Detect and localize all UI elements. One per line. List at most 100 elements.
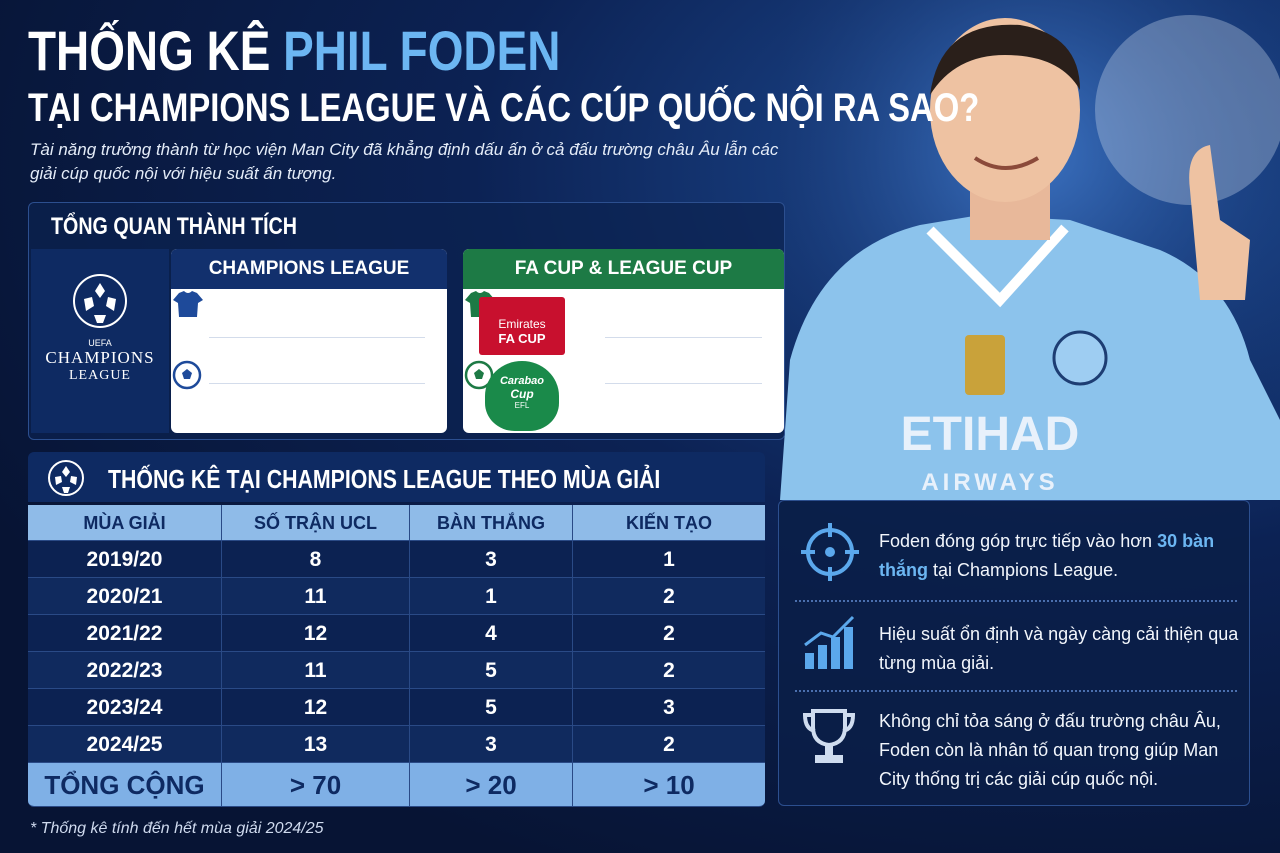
stat-label: TRẬN bbox=[171, 342, 215, 359]
insight-panel: Foden đóng góp trực tiếp vào hơn 30 bàn … bbox=[778, 500, 1250, 806]
table-row: 2022/23 11 5 2 bbox=[28, 652, 765, 689]
table-cell: 3 bbox=[663, 696, 675, 719]
insight: Hiệu suất ổn định và ngày càng cải thiện… bbox=[879, 624, 1239, 673]
table-cell: 8 bbox=[222, 541, 410, 577]
stat-label: BÀN THẮNG bbox=[171, 413, 265, 430]
table-cell: 2024/25 bbox=[28, 726, 222, 762]
table-cell: 2020/21 bbox=[28, 578, 222, 614]
stat-value: > 20 bbox=[171, 395, 203, 412]
table-cell: 4 bbox=[410, 615, 573, 651]
table-cell: TỔNG CỘNG bbox=[28, 763, 222, 806]
insight-text: tại Champions League. bbox=[933, 560, 1119, 580]
table-row: 2023/24 12 5 3 bbox=[28, 689, 765, 726]
ball-icon bbox=[172, 360, 202, 390]
player-photo: ETIHAD AIRWAYS bbox=[780, 0, 1280, 500]
table-cell: 3 bbox=[410, 726, 573, 762]
table-total: TỔNG CỘNG > 70 > 20 > 10 bbox=[28, 763, 765, 807]
table-cell: > 10 bbox=[643, 770, 695, 800]
table-cell: BÀN THẮNG bbox=[410, 505, 573, 540]
stat-icon bbox=[171, 289, 231, 324]
overview-panel: TỔNG QUAN THÀNH TÍCH UEFA CHAMPIONS LEAG… bbox=[28, 202, 785, 440]
table-cell: 13 bbox=[222, 726, 410, 762]
trophy-icon bbox=[802, 709, 856, 763]
stat: > 70 TRẬN bbox=[171, 289, 447, 360]
ucl-icon bbox=[48, 460, 84, 496]
fa-logo-line: FA CUP bbox=[498, 331, 546, 346]
insight: Không chỉ tỏa sáng ở đấu trường châu Âu,… bbox=[879, 711, 1221, 789]
stat: > 20 BÀN THẮNG bbox=[171, 360, 447, 431]
table-title-bar: THỐNG KÊ TẠI CHAMPIONS LEAGUE THEO MÙA G… bbox=[28, 452, 765, 502]
fa-logo-line: Emirates bbox=[498, 317, 546, 331]
table-cell: 1 bbox=[663, 548, 675, 571]
table-cell: 2021/22 bbox=[28, 615, 222, 651]
table-cell: > 70 bbox=[222, 763, 410, 806]
stat-icon bbox=[463, 431, 523, 433]
table-cell: 11 bbox=[222, 578, 410, 614]
stat: ~ 15KIẾN TẠO bbox=[463, 431, 784, 433]
table-cell: 2022/23 bbox=[28, 652, 222, 688]
shirt-icon bbox=[173, 291, 203, 317]
stat-icon bbox=[463, 360, 523, 395]
stat-icon bbox=[171, 360, 231, 395]
carabao-logo-line: Cup bbox=[510, 387, 534, 401]
table-title: THỐNG KÊ TẠI CHAMPIONS LEAGUE THEO MÙA G… bbox=[108, 464, 661, 494]
table-row: 2024/25 13 3 2 bbox=[28, 726, 765, 763]
separator bbox=[605, 383, 762, 384]
separator bbox=[209, 383, 425, 384]
footnote: * Thống kê tính đến hết mùa giải 2024/25 bbox=[30, 820, 324, 837]
stat-icon bbox=[171, 431, 231, 433]
table-cell: 12 bbox=[222, 689, 410, 725]
boot-icon bbox=[463, 431, 497, 433]
table-cell: 5 bbox=[410, 689, 573, 725]
subtitle: TẠI CHAMPIONS LEAGUE VÀ CÁC CÚP QUỐC NỘI… bbox=[28, 86, 980, 130]
table-cell: KIẾN TẠO bbox=[625, 513, 712, 533]
table-cell: MÙA GIẢI bbox=[28, 505, 222, 540]
table-cell: 3 bbox=[410, 541, 573, 577]
fa-logo: Emirates FA CUP bbox=[479, 297, 565, 355]
growth-icon bbox=[804, 615, 855, 669]
separator bbox=[209, 337, 425, 338]
title-prefix: THỐNG KÊ bbox=[28, 19, 271, 82]
ucl-ball bbox=[73, 274, 127, 328]
card-header: FA CUP & LEAGUE CUP bbox=[463, 249, 784, 289]
table-cell: 1 bbox=[410, 578, 573, 614]
table-cell: 2023/24 bbox=[28, 689, 222, 725]
target-icon bbox=[801, 523, 859, 581]
table-cell: 11 bbox=[222, 652, 410, 688]
table-row: 2021/22 12 4 2 bbox=[28, 615, 765, 652]
overview-title: TỔNG QUAN THÀNH TÍCH bbox=[51, 213, 297, 240]
ucl-logo: UEFA CHAMPIONS LEAGUE bbox=[31, 249, 169, 433]
table-cell: 2 bbox=[663, 622, 675, 645]
carabao-logo-line: EFL bbox=[514, 401, 530, 410]
carabao-logo-line: Carabao bbox=[499, 375, 545, 387]
table-cell: 2 bbox=[663, 733, 675, 756]
ball-icon bbox=[464, 360, 494, 390]
insight-text: Foden đóng góp trực tiếp vào hơn bbox=[879, 531, 1153, 551]
table-cell: SỐ TRẬN UCL bbox=[222, 505, 410, 540]
table-cell: 12 bbox=[222, 615, 410, 651]
carabao-logo: Carabao Cup EFL bbox=[485, 361, 559, 431]
separator bbox=[795, 600, 1237, 602]
card-header: CHAMPIONS LEAGUE bbox=[171, 249, 447, 289]
table-cell: 5 bbox=[410, 652, 573, 688]
table-row: 2020/21 11 1 2 bbox=[28, 578, 765, 615]
separator bbox=[795, 690, 1237, 692]
ucl-logo-line: LEAGUE bbox=[69, 368, 131, 383]
sponsor-sub: AIRWAYS bbox=[921, 469, 1058, 496]
table-cell: 2019/20 bbox=[28, 541, 222, 577]
insight-highlight: 30 bàn thắng bbox=[879, 531, 1215, 580]
title-highlight: PHIL FODEN bbox=[283, 19, 561, 82]
insight: Foden đóng góp trực tiếp vào hơn 30 bàn … bbox=[879, 527, 1239, 585]
intro: Tài năng trưởng thành từ học viện Man Ci… bbox=[30, 140, 779, 183]
ucl-logo-line: UEFA bbox=[88, 338, 112, 348]
sponsor: ETIHAD bbox=[901, 408, 1080, 461]
domestic-card: FA CUP & LEAGUE CUP Emirates FA CUP Cara… bbox=[463, 249, 784, 433]
table-row: 2019/20 8 3 1 bbox=[28, 541, 765, 578]
title: THỐNG KÊ PHIL FODEN bbox=[28, 18, 560, 83]
table-cell: 2 bbox=[663, 585, 675, 608]
table-header: MÙA GIẢI SỐ TRẬN UCL BÀN THẮNG KIẾN TẠO bbox=[28, 505, 765, 541]
season-table: MÙA GIẢI SỐ TRẬN UCL BÀN THẮNG KIẾN TẠO 2019… bbox=[28, 505, 765, 807]
table-cell: 2 bbox=[663, 659, 675, 682]
